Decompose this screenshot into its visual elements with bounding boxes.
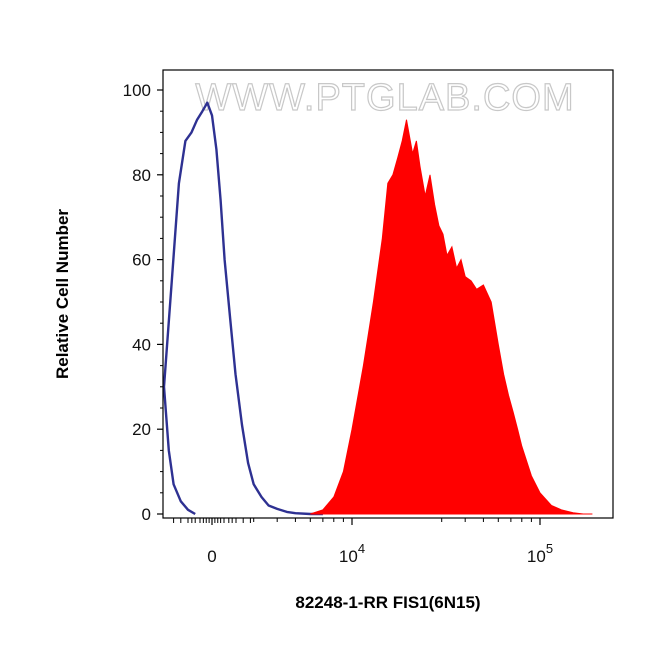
x-tick-label: 104 [339, 541, 365, 566]
y-tick-label: 80 [132, 166, 151, 185]
watermark: WWW.PTGLAB.COM [195, 77, 574, 119]
series-outline-histogram [162, 101, 323, 516]
x-tick-label: 105 [527, 541, 553, 566]
x-axis-title: 82248-1-RR FIS1(6N15) [295, 593, 480, 612]
y-tick-label: 0 [142, 505, 151, 524]
y-tick-label: 60 [132, 251, 151, 270]
y-axis-title: Relative Cell Number [53, 209, 72, 379]
y-tick-label: 40 [132, 335, 151, 354]
plot-frame [162, 69, 614, 519]
y-tick-label: 100 [123, 81, 151, 100]
series-filled-histogram [310, 119, 593, 515]
y-tick-label: 20 [132, 420, 151, 439]
x-tick-label: 0 [207, 547, 216, 566]
